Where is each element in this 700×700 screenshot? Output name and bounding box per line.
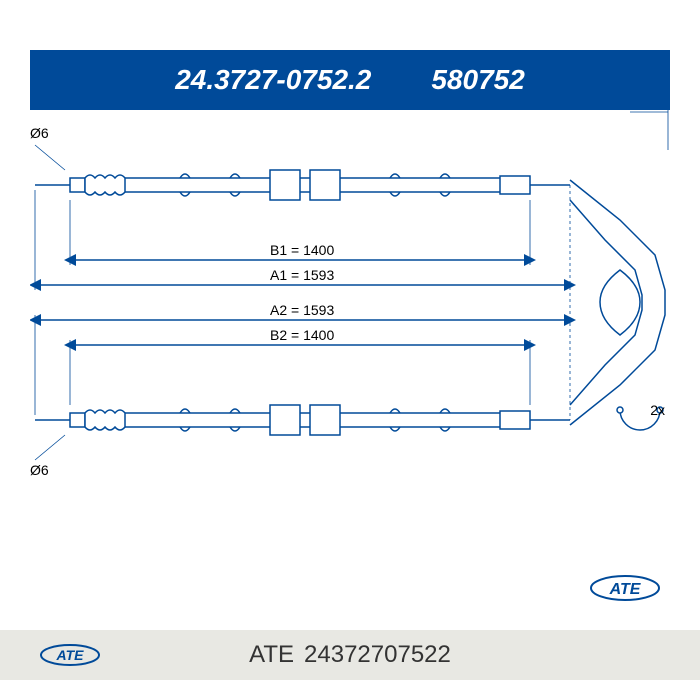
header-bar: 24.3727-0752.2 580752 — [30, 50, 670, 110]
ate-logo-svg: ATE — [590, 573, 660, 603]
bottom-cable — [35, 405, 570, 435]
ate-logo-upper: ATE — [590, 573, 660, 610]
ate-logo-text: ATE — [609, 581, 642, 598]
ate-logo-bottom: ATE — [40, 640, 100, 670]
part-number-long: 24.3727-0752.2 — [175, 64, 371, 96]
dim-a1: A1 = 1593 — [270, 267, 334, 283]
dim-a2: A2 = 1593 — [270, 302, 334, 318]
clip-count: 2x — [650, 402, 665, 418]
top-cable — [35, 170, 570, 200]
main-container: 24.3727-0752.2 580752 — [0, 0, 700, 700]
footer-code: 24372707522 — [304, 641, 451, 669]
part-number-short: 580752 — [431, 64, 524, 96]
ate-logo-bottom-text: ATE — [56, 647, 85, 663]
technical-drawing-svg: B1 = 1400 A1 = 1593 A2 = 1593 B2 = 1400 … — [30, 110, 670, 550]
center-bracket — [570, 180, 665, 425]
diagram-area: B1 = 1400 A1 = 1593 A2 = 1593 B2 = 1400 … — [30, 110, 670, 550]
dia-top: Ø6 — [30, 125, 49, 141]
dim-b2: B2 = 1400 — [270, 327, 334, 343]
footer-brand: ATE — [249, 641, 294, 669]
dia-bottom: Ø6 — [30, 462, 49, 478]
footer-bar: ATE ATE 24372707522 — [0, 630, 700, 680]
dim-b1: B1 = 1400 — [270, 242, 334, 258]
